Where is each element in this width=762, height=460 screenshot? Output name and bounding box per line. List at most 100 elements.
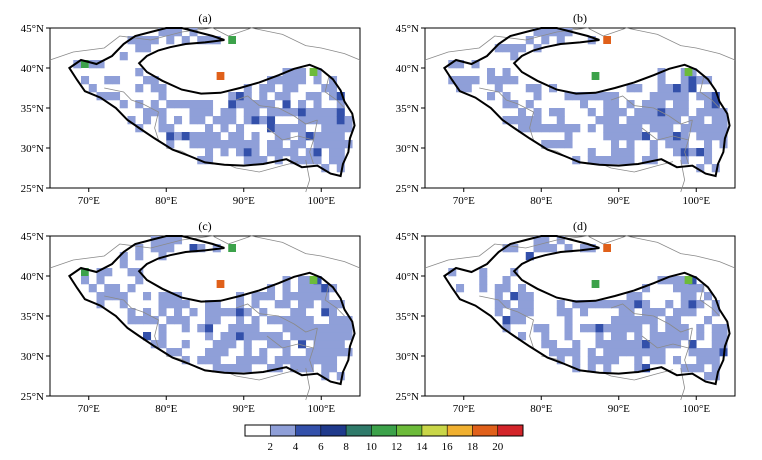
grid-cell [158, 116, 167, 125]
grid-cell [321, 164, 330, 173]
grid-cell [274, 340, 283, 349]
grid-cell [696, 108, 705, 117]
grid-cell [127, 308, 136, 317]
grid-cell [150, 340, 159, 349]
grid-cell [158, 324, 167, 333]
grid-cell [611, 100, 620, 109]
grid-cell [688, 348, 697, 357]
grid-cell [251, 108, 260, 117]
grid-cell [556, 236, 565, 245]
grid-cell [626, 292, 635, 301]
map-panel: 70°E 80°E 90°E 100°E 25°N 30°N 35°N 40°N 45°N (b) [396, 11, 736, 207]
grid-cell [673, 116, 682, 125]
country-border [479, 87, 534, 141]
grid-cell [564, 124, 573, 133]
grid-cell [657, 132, 666, 141]
grid-cell [228, 332, 237, 341]
grid-cell [595, 356, 604, 365]
grid-cell [197, 244, 206, 253]
grid-cell [313, 140, 322, 149]
grid-cell [305, 316, 314, 325]
grid-cell [321, 132, 330, 141]
grid-cell [119, 52, 128, 61]
grid-cell [150, 244, 159, 253]
grid-cell [626, 148, 635, 157]
grid-cell [290, 156, 299, 165]
grid-cell-high [309, 276, 318, 284]
grid-cell [267, 116, 276, 125]
grid-cell [603, 132, 612, 141]
grid-cell [680, 84, 689, 93]
grid-cell [564, 132, 573, 141]
grid-cell [541, 324, 550, 333]
grid-cell [305, 92, 314, 101]
y-tick-label: 30°N [396, 351, 419, 363]
grid-cell [205, 324, 214, 333]
grid-cell [251, 132, 260, 141]
map-panel: 70°E 80°E 90°E 100°E 25°N 30°N 35°N 40°N 45°N (c) [21, 219, 361, 415]
grid-cell [228, 108, 237, 117]
grid-cell [533, 244, 542, 253]
grid-cell [696, 92, 705, 101]
grid-cell [259, 292, 268, 301]
grid-cell [336, 148, 345, 157]
grid-cell [336, 92, 345, 101]
grid-cell [267, 148, 276, 157]
grid-cell [471, 76, 480, 85]
map-panel: 70°E 80°E 90°E 100°E 25°N 30°N 35°N 40°N 45°N (a) [21, 11, 361, 207]
country-border [49, 235, 229, 269]
grid-cell [525, 300, 534, 309]
grid-cell [696, 116, 705, 125]
grid-cell [688, 276, 697, 285]
grid-cell [298, 116, 307, 125]
grid-cell [305, 364, 314, 373]
grid-cell [611, 116, 620, 125]
grid-cell [197, 132, 206, 141]
grid-cell [282, 348, 291, 357]
country-border [610, 303, 693, 333]
grid-cell [220, 108, 229, 117]
grid-cell [220, 116, 229, 125]
colorbar-label: 14 [416, 441, 428, 453]
grid-cell [181, 132, 190, 141]
grid-cell [642, 116, 651, 125]
grid-cell [673, 276, 682, 285]
colorbar-label: 2 [268, 441, 274, 453]
grid-cell-high [228, 244, 236, 252]
x-tick-label: 90°E [233, 195, 255, 207]
grid-cell [166, 36, 175, 45]
grid-cell [290, 84, 299, 93]
grid-cell [282, 148, 291, 157]
y-tick-label: 30°N [21, 143, 44, 155]
grid-cell [479, 268, 488, 277]
country-border [641, 335, 689, 349]
grid-cell [344, 116, 353, 125]
grid-cell [313, 332, 322, 341]
grid-cell [642, 156, 651, 165]
grid-cell [595, 300, 604, 309]
grid-cell [642, 316, 651, 325]
colorbar-swatch [371, 425, 397, 436]
grid-cell [282, 324, 291, 333]
grid-cell [556, 356, 565, 365]
grid-cell [73, 60, 82, 69]
grid-cell [541, 332, 550, 341]
grid-cell [448, 268, 457, 277]
x-tick-label: 70°E [453, 403, 475, 415]
grid-cell [112, 92, 121, 101]
country-border [309, 327, 318, 373]
grid-cell [649, 356, 658, 365]
y-tick-label: 45°N [21, 23, 44, 35]
grid-cell [680, 324, 689, 333]
grid-cell [711, 340, 720, 349]
grid-cell [127, 116, 136, 125]
grid-cell [282, 100, 291, 109]
grid-cell [634, 348, 643, 357]
country-border [684, 119, 693, 165]
grid-cell [135, 244, 144, 253]
grid-cell [626, 340, 635, 349]
grid-cell [611, 140, 620, 149]
country-border [228, 235, 361, 269]
grid-cell [634, 316, 643, 325]
grid-cell [603, 364, 612, 373]
